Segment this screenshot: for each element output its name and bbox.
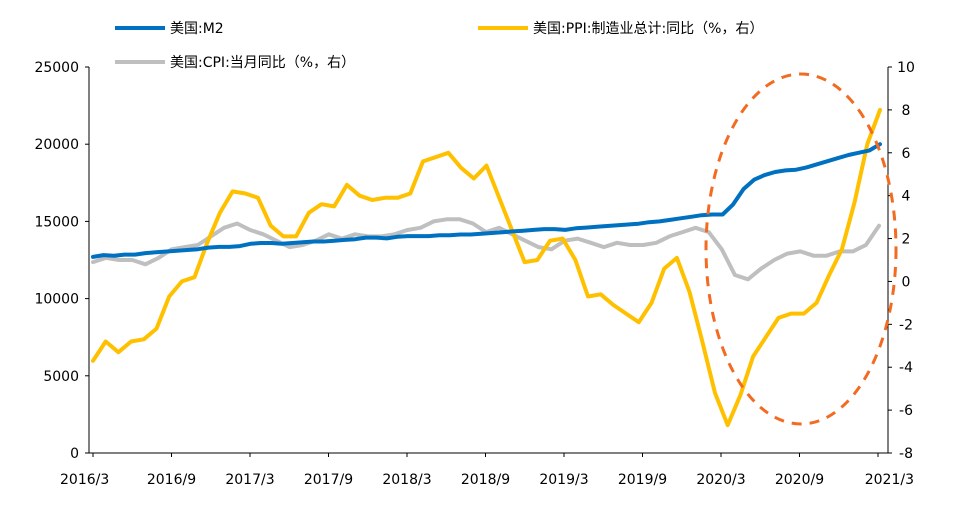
right-tick-label: -2 [899,317,913,333]
left-tick-label: 25000 [34,60,79,76]
legend-item-ppi: 美国:PPI:制造业总计:同比（%，右） [478,21,763,37]
right-tick-label: -8 [899,446,913,462]
right-tick-label: 2 [902,232,911,248]
highlight-ellipse [704,72,898,426]
right-tick-label: -4 [899,360,913,376]
x-axis-ticks: 2016/3 2016/9 2017/3 2017/9 2018/3 2018/9 2019… [60,453,914,488]
right-axis-ticks: -8 -6 -4 -2 0 2 4 6 8 10 [888,60,915,462]
left-tick-label: 10000 [34,292,79,308]
legend-item-cpi: 美国:CPI:当月同比（%，右） [115,55,355,71]
x-tick-label: 2019/9 [618,472,667,488]
right-tick-label: -6 [899,403,913,419]
series-line-m2 [91,142,882,259]
right-tick-label: 4 [902,189,911,205]
left-tick-label: 20000 [34,137,79,153]
right-tick-label: 6 [902,146,911,162]
legend-item-m2: 美国:M2 [115,21,224,37]
series-layer [91,107,882,428]
x-tick-label: 2021/3 [865,472,914,488]
legend-label-ppi: 美国:PPI:制造业总计:同比（%，右） [533,21,763,37]
series-line-ppi [91,107,882,428]
x-tick-label: 2018/3 [382,472,431,488]
x-tick-label: 2016/9 [147,472,196,488]
x-tick-label: 2018/9 [461,472,510,488]
left-axis-ticks: 0 5000 10000 15000 20000 25000 [34,60,89,462]
x-tick-label: 2016/3 [60,472,109,488]
left-tick-label: 0 [70,446,79,462]
legend-label-m2: 美国:M2 [170,21,224,37]
left-tick-label: 15000 [34,214,79,230]
right-tick-label: 10 [897,60,915,76]
x-tick-label: 2020/9 [775,472,824,488]
x-tick-label: 2020/3 [696,472,745,488]
x-tick-label: 2017/3 [225,472,274,488]
right-tick-label: 8 [902,103,911,119]
left-tick-label: 5000 [43,369,79,385]
legend: 美国:M2 美国:PPI:制造业总计:同比（%，右） 美国:CPI:当月同比（%… [115,21,763,71]
x-tick-label: 2017/9 [304,472,353,488]
legend-label-cpi: 美国:CPI:当月同比（%，右） [170,55,355,71]
x-tick-label: 2019/3 [539,472,588,488]
right-tick-label: 0 [902,274,911,290]
